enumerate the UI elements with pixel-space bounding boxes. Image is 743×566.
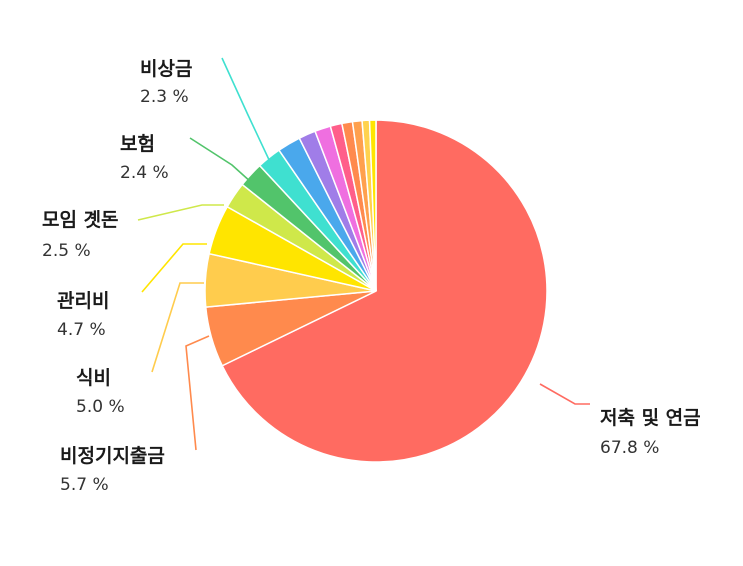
leader-line — [141, 243, 207, 293]
slice-label-name: 비상금 — [140, 58, 192, 80]
pie-slice-저축-및-연금 — [221, 119, 548, 463]
slice-label-name: 보험 — [120, 133, 155, 155]
slice-label-value: 5.7 % — [60, 475, 109, 495]
slice-label-name: 비정기지출금 — [60, 445, 165, 467]
slice-label-name: 저축 및 연금 — [600, 407, 701, 429]
leader-line — [189, 137, 253, 184]
slice-label-value: 67.8 % — [600, 438, 659, 458]
leader-line — [137, 204, 224, 221]
slice-label-value: 5.0 % — [76, 397, 125, 417]
leader-lines — [137, 57, 590, 451]
slice-label-value: 2.3 % — [140, 87, 189, 107]
slice-label-name: 식비 — [76, 367, 111, 389]
leader-line — [185, 335, 210, 451]
pie-slice-other-14 — [368, 119, 377, 292]
pie-slices — [204, 119, 548, 463]
slice-label-name: 관리비 — [57, 290, 109, 312]
slice-label-value: 2.4 % — [120, 163, 169, 183]
leader-line — [151, 282, 204, 373]
slice-label-value: 4.7 % — [57, 320, 106, 340]
slice-labels: 저축 및 연금 67.8 % 비정기지출금 5.7 % 식비 5.0 % 관리비 4.7 % 모… — [42, 58, 701, 495]
leader-line — [539, 383, 590, 405]
slice-label-value: 2.5 % — [42, 241, 91, 261]
slice-label-name: 모임 곗돈 — [42, 209, 119, 231]
leader-line — [221, 57, 272, 165]
